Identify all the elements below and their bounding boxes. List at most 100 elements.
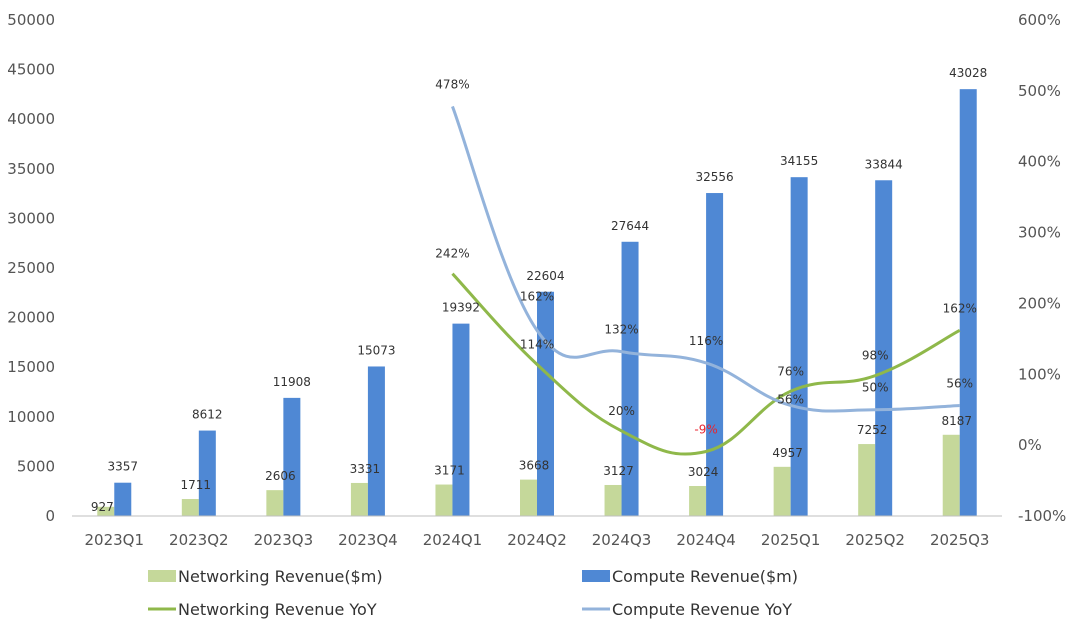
bar-label-1-9: 33844 [865,157,903,171]
y-right-tick-4: 300% [1018,224,1061,242]
x-tick-label-10: 2025Q3 [930,531,990,549]
y-left-tick-3: 15000 [7,358,55,376]
line-label-2-4: 242% [435,247,469,261]
bar-1-0 [114,482,132,516]
data-labels-layer: 927 1711 2606 3331 3171 3668 3127 3024 4957 7252 8… [91,66,988,514]
y-left-tick-4: 20000 [7,309,55,327]
bar-0-2 [266,490,284,516]
bar-label-1-2: 11908 [273,375,311,389]
line-label-2-10: 162% [943,301,977,315]
line-label-3-9: 50% [862,381,889,395]
x-tick-label-0: 2023Q1 [85,531,145,549]
x-tick-label-4: 2024Q1 [423,531,483,549]
bar-label-1-4: 19392 [442,301,480,315]
x-tick-label-6: 2024Q3 [592,531,652,549]
line-series-2 [451,272,961,456]
x-tick-label-9: 2025Q2 [845,531,905,549]
bar-1-10 [959,89,977,517]
bar-1-1 [198,430,216,516]
bar-label-1-8: 34155 [780,154,818,168]
bar-0-10 [942,434,960,516]
bar-0-7 [689,486,707,516]
y-right-tick-7: 600% [1018,11,1061,29]
legend-label-0: Networking Revenue($m) [178,567,383,586]
bar-0-5 [520,479,537,516]
line-label-3-4: 478% [435,77,469,91]
y-left-tick-8: 40000 [7,110,55,128]
line-label-3-10: 56% [946,376,973,390]
x-tick-label-7: 2024Q4 [676,531,736,549]
legend-label-2: Networking Revenue YoY [178,600,377,619]
x-tick-label-1: 2023Q2 [169,531,229,549]
x-tick-label-3: 2023Q4 [338,531,398,549]
bar-1-4 [452,323,470,516]
bar-label-0-1: 1711 [181,478,212,492]
bar-label-0-4: 3171 [434,464,465,478]
bar-0-9 [858,444,876,516]
bar-0-6 [604,484,622,516]
bar-label-1-6: 27644 [611,219,649,233]
y-left-tick-7: 35000 [7,160,55,178]
legend-label-1: Compute Revenue($m) [612,567,798,586]
line-label-2-6: 20% [608,404,635,418]
bar-label-1-0: 3357 [107,460,138,474]
bar-label-0-7: 3024 [688,465,719,479]
bar-1-5 [537,291,554,516]
legend-swatch-0 [148,570,176,582]
bar-label-0-2: 2606 [265,469,296,483]
legend-label-3: Compute Revenue YoY [612,600,792,619]
y-right-tick-3: 200% [1018,294,1061,312]
bar-label-0-10: 8187 [941,414,972,428]
bar-1-9 [875,180,893,516]
line-label-3-8: 56% [777,392,804,406]
bar-1-3 [367,366,385,516]
x-tick-label-2: 2023Q3 [254,531,314,549]
bar-0-3 [350,482,368,516]
line-series-3 [451,105,960,413]
bar-label-0-9: 7252 [857,423,888,437]
bar-label-1-3: 15073 [357,343,395,357]
bar-0-1 [181,499,199,516]
bar-0-4 [435,484,453,516]
x-tick-label-5: 2024Q2 [507,531,567,549]
y-left-tick-10: 50000 [7,11,55,29]
legend: Networking Revenue($m) Compute Revenue($m… [148,567,798,619]
y-left-tick-9: 45000 [7,61,55,79]
y-right-tick-6: 500% [1018,82,1061,100]
line-label-3-5: 162% [520,289,554,303]
bar-label-0-0: 927 [91,500,114,514]
y-left-tick-5: 25000 [7,259,55,277]
lines-layer [451,105,961,456]
line-label-3-7: 116% [689,334,723,348]
line-label-2-9: 98% [862,349,889,363]
bar-0-0 [97,506,115,516]
bar-label-1-10: 43028 [949,66,987,80]
bar-label-1-5: 22604 [526,269,564,283]
x-tick-label-8: 2025Q1 [761,531,821,549]
bar-label-1-7: 32556 [695,170,733,184]
bar-1-6 [621,241,639,516]
line-label-2-7: -9% [694,423,717,437]
bar-0-8 [773,466,791,516]
bar-1-8 [790,177,808,516]
y-right-tick-2: 100% [1018,365,1061,383]
y-left-tick-2: 10000 [7,408,55,426]
y-right-tick-5: 400% [1018,153,1061,171]
bar-label-0-5: 3668 [519,459,550,473]
bar-label-0-8: 4957 [772,446,803,460]
bar-1-2 [283,397,301,516]
line-label-3-6: 132% [604,323,638,337]
bar-label-0-3: 3331 [350,462,381,476]
line-label-2-5: 114% [520,337,554,351]
y-right-tick-1: 0% [1018,436,1042,454]
bar-label-0-6: 3127 [603,464,634,478]
y-left-tick-1: 5000 [17,457,55,475]
y-right-tick-0: -100% [1018,507,1066,525]
bar-1-7 [706,193,724,516]
axes-layer: 2023Q1 2023Q2 2023Q3 2023Q4 2024Q1 2024Q2 2024… [7,11,1066,549]
y-left-tick-6: 30000 [7,209,55,227]
bar-label-1-1: 8612 [192,408,223,422]
legend-swatch-1 [582,570,610,582]
y-left-tick-0: 0 [45,507,55,525]
